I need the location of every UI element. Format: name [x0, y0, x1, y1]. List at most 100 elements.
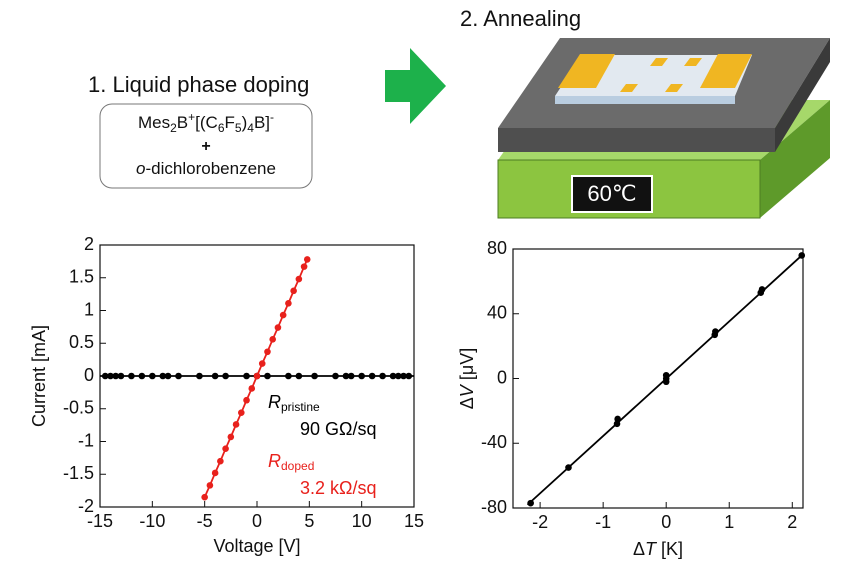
step2-label: 2. Annealing [460, 6, 581, 31]
y-tick-label: -1 [78, 430, 94, 450]
data-point [712, 328, 719, 335]
data-point [201, 493, 208, 501]
data-point [227, 433, 235, 441]
film-front [555, 96, 735, 104]
x-tick-label: -10 [139, 511, 165, 531]
reagent-part: B] [254, 113, 270, 132]
axis-label-part: Δ [633, 539, 645, 559]
data-point [358, 372, 365, 380]
solvent-part: o [136, 159, 145, 178]
step1-label: 1. Liquid phase doping [88, 72, 309, 97]
x-tick-label: 0 [252, 511, 262, 531]
reagent-part: 4 [247, 121, 254, 135]
data-point [164, 372, 172, 380]
annotation: Rpristine [268, 392, 320, 414]
y-tick-label: -2 [78, 496, 94, 516]
reagent-part: 5 [235, 121, 242, 135]
annotation-value: 90 GΩ/sq [300, 419, 377, 439]
solvent-part: -dichlorobenzene [146, 159, 276, 178]
annotation: Rdoped [268, 451, 314, 473]
y-tick-label: -80 [481, 497, 507, 517]
annotation-symbol: R [268, 451, 281, 471]
y-tick-label: -0.5 [63, 398, 94, 418]
reagent-part: - [270, 110, 274, 124]
reagent-part: + [188, 110, 195, 124]
x-tick-label: 10 [352, 511, 372, 531]
data-point [565, 464, 572, 471]
y-tick-label: -1.5 [63, 463, 94, 483]
data-point [112, 372, 119, 380]
reagent-part: ) [242, 113, 248, 132]
data-point [295, 275, 303, 283]
annotation-symbol: R [268, 392, 281, 412]
data-point [758, 286, 766, 293]
data-point [159, 372, 167, 380]
data-point [101, 372, 109, 380]
data-point [395, 372, 402, 380]
data-point [264, 372, 271, 380]
data-point [107, 372, 114, 380]
data-point [279, 311, 287, 319]
data-point [211, 469, 219, 477]
x-tick-label: -15 [87, 511, 113, 531]
data-point [379, 372, 386, 380]
axis-label-part: [μV] [457, 348, 477, 385]
y-tick-label: 0 [84, 365, 94, 385]
reagent-part: Mes [138, 113, 170, 132]
x-tick-label: -5 [197, 511, 213, 531]
data-point [290, 287, 297, 295]
data-point [368, 372, 376, 380]
data-point [389, 372, 397, 380]
data-point [243, 396, 250, 404]
axis-label-part: Δ [457, 397, 477, 409]
x-tick-label: 1 [724, 512, 734, 532]
axis-label-part: [K] [656, 539, 683, 559]
plus-sign: + [201, 138, 210, 155]
y-tick-label: 2 [84, 234, 94, 254]
x-tick-label: 2 [787, 512, 797, 532]
reagent-part: F [225, 113, 235, 132]
data-point [332, 372, 339, 380]
reagent-part: 6 [218, 121, 225, 135]
y-tick-label: 0.5 [69, 332, 94, 352]
data-point [614, 415, 621, 423]
axis-label: Voltage [V] [213, 536, 300, 556]
data-point [285, 299, 292, 307]
data-point [217, 457, 224, 465]
data-point [149, 372, 156, 380]
data-point [196, 372, 203, 380]
axis-label: ΔT [K] [633, 539, 683, 559]
data-point [274, 324, 282, 331]
data-point [347, 372, 355, 380]
reagent: Mes2B+[(C6F5)4B]- [138, 110, 274, 135]
x-tick-label: -1 [595, 512, 611, 532]
electrode [665, 84, 683, 92]
y-tick-label: -40 [481, 432, 507, 452]
arrow [385, 48, 446, 124]
data-point [175, 372, 182, 380]
data-point [264, 348, 271, 356]
annotation-subscript: pristine [281, 400, 320, 414]
reagent-part: 2 [170, 121, 177, 135]
electrode [558, 54, 615, 88]
reagent-part: [(C [195, 113, 218, 132]
data-point [253, 372, 261, 380]
data-point [303, 256, 311, 263]
reagent-part: B [177, 113, 188, 132]
temp-box [571, 175, 653, 213]
x-tick-label: 0 [661, 512, 671, 532]
x-tick-label: 15 [404, 511, 424, 531]
hotplate-side [760, 100, 830, 218]
axis-label: Current [mA] [29, 325, 49, 427]
data-point [311, 372, 318, 380]
y-tick-label: 0 [497, 367, 507, 387]
x-tick-label: -2 [532, 512, 548, 532]
data-point [248, 385, 256, 392]
data-point [117, 372, 125, 380]
data-point [232, 421, 240, 428]
data-point [243, 372, 250, 380]
axis-label-part: T [645, 539, 658, 559]
data-point [206, 482, 214, 489]
data-point [300, 263, 308, 270]
